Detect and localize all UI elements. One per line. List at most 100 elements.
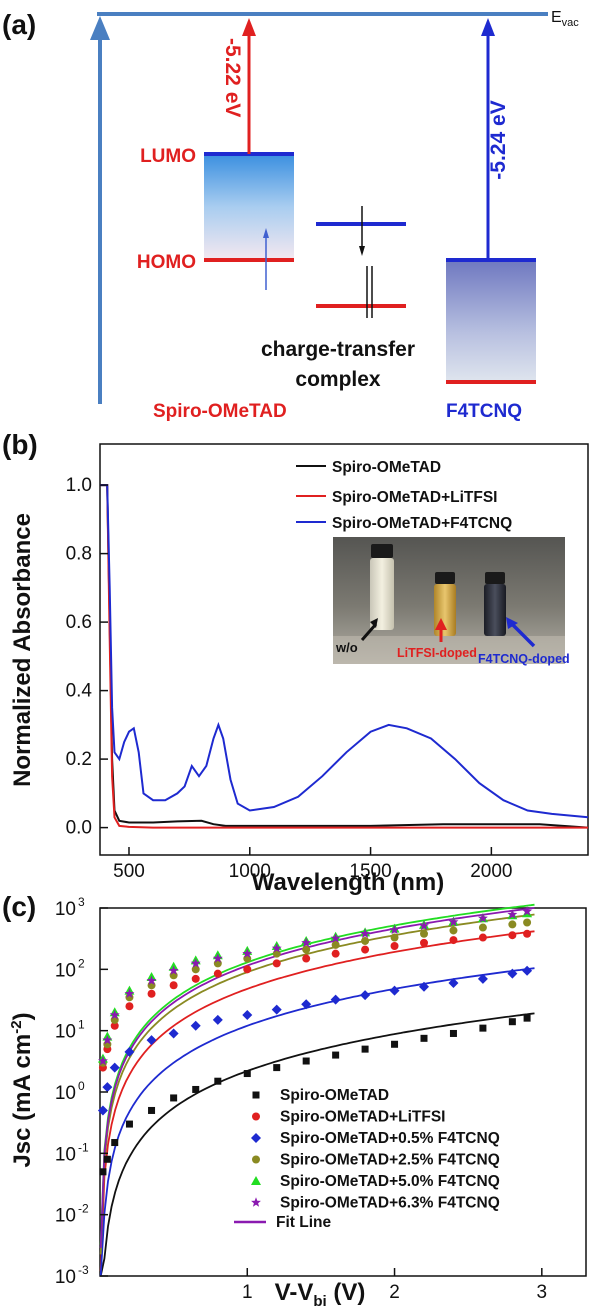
panel-c-series-group: [97, 906, 533, 1176]
panel-c-point-5-9: [271, 943, 282, 953]
panel-c-point-0-1: [103, 1155, 111, 1163]
panel-b-ylabel: Normalized Absorbance: [9, 513, 36, 787]
panel-c-point-3-16: [478, 923, 487, 932]
ct-spin-down-head: [359, 246, 365, 256]
panel-c-point-3-10: [302, 945, 311, 954]
panel-c-point-2-5: [168, 1028, 179, 1039]
panel-c-point-2-9: [271, 1004, 282, 1015]
panel-c-point-3-13: [390, 933, 399, 942]
panel-c-point-1-11: [331, 949, 340, 958]
panel-c-point-5-11: [330, 933, 341, 943]
spiro-energy-arrowhead: [242, 18, 256, 36]
legend-b-label-0: Spiro-OMeTAD: [332, 459, 441, 476]
panel-c-ytick-label-6: 10: [55, 899, 76, 920]
evac-label: Evac: [551, 9, 579, 29]
legend-c-label-0: Spiro-OMeTAD: [280, 1087, 389, 1104]
panel-c-point-5-6: [190, 958, 201, 968]
panel-c-series-5: [98, 906, 532, 1066]
panel-c-point-5-16: [478, 913, 488, 923]
panel-c-ylabel: Jsc (mA cm-2): [8, 1012, 36, 1167]
panel-c-point-3-12: [361, 936, 370, 945]
panel-c-point-0-4: [148, 1106, 156, 1114]
panel-c-point-0-8: [243, 1070, 251, 1078]
panel-c-point-0-15: [449, 1029, 457, 1037]
f4tcnq-energy-label: -5.24 eV: [487, 100, 510, 179]
panel-c-point-1-10: [302, 954, 311, 963]
legend-c-label-3: Spiro-OMeTAD+2.5% F4TCNQ: [280, 1152, 500, 1169]
panel-b-ytick-label-4: 0.8: [66, 544, 92, 565]
legend-b-label-1: Spiro-OMeTAD+LiTFSI: [332, 489, 497, 506]
panel-c-point-5-8: [242, 948, 253, 958]
panel-c-series-2: [97, 965, 533, 1116]
panel-c-point-2-1: [102, 1082, 113, 1093]
panel-c-point-2-11: [330, 994, 341, 1005]
f4tcnq-energy-arrowhead: [481, 18, 495, 36]
spiro-name: Spiro-OMeTAD: [153, 401, 287, 422]
panel-c-point-5-10: [301, 937, 312, 948]
panel-c-point-1-3: [125, 1002, 134, 1011]
panel-c-ytick-exp-6: 3: [78, 895, 85, 909]
panel-c-point-5-13: [389, 924, 400, 935]
panel-c-series-4: [97, 908, 533, 1063]
panel-a-label: (a): [2, 9, 36, 40]
panel-c-point-1-13: [390, 942, 399, 951]
panel-c-label: (c): [2, 891, 36, 922]
panel-c-series-1: [98, 929, 532, 1072]
panel-c-point-1-4: [147, 989, 156, 998]
panel-c-ytick-label-5: 10: [55, 960, 76, 981]
inset-arrow-f4: [508, 620, 536, 648]
panel-c-point-1-18: [523, 929, 532, 938]
panel-c-point-2-10: [301, 999, 312, 1010]
panel-c-point-0-6: [192, 1085, 200, 1093]
panel-c-fit-3: [99, 913, 535, 1255]
panel-b-label: (b): [2, 429, 38, 460]
vial-3-body: [484, 584, 506, 636]
panel-c-ytick-label-4: 10: [55, 1022, 76, 1043]
panel-c-point-3-14: [420, 929, 428, 938]
panel-c-ytick-exp-1: -2: [78, 1202, 89, 1216]
panel-b-xlabel: Wavelength (nm): [252, 869, 444, 896]
panel-c-point-5-12: [360, 928, 370, 938]
legend-c-marker-2: [251, 1133, 261, 1143]
panel-c-point-1-15: [449, 936, 458, 945]
panel-b-xtick-label-2: 1500: [349, 861, 391, 882]
panel-c-point-5-2: [109, 1009, 120, 1020]
panel-c-point-5-5: [168, 965, 179, 975]
panel-c-ytick-label-3: 10: [55, 1083, 76, 1104]
panel-c-fit-lines: [99, 903, 535, 1277]
panel-c-point-2-12: [360, 990, 371, 1001]
legend-c-label-1: Spiro-OMeTAD+LiTFSI: [280, 1109, 445, 1126]
panel-c-xtick-label-2: 3: [537, 1282, 548, 1303]
panel-c-point-2-3: [124, 1046, 135, 1057]
panel-c-point-3-17: [508, 920, 517, 929]
panel-c-point-3-11: [331, 940, 340, 949]
panel-c-point-0-13: [391, 1040, 399, 1048]
inset-f4-label: F4TCNQ-doped: [478, 652, 570, 666]
panel-c-point-1-16: [478, 933, 487, 942]
panel-c-point-2-14: [419, 981, 429, 992]
panel-c-point-0-11: [332, 1051, 340, 1059]
panel-c-point-0-14: [420, 1034, 428, 1042]
panel-c-point-5-18: [522, 906, 532, 916]
panel-c-point-0-3: [125, 1120, 133, 1128]
panel-c-ytick-label-0: 10: [55, 1267, 76, 1288]
panel-c-ytick-exp-0: -3: [78, 1263, 89, 1277]
panel-c-point-2-6: [190, 1020, 201, 1031]
panel-c-ytick-exp-2: -1: [78, 1140, 89, 1154]
panel-b-ytick-label-1: 0.2: [66, 749, 92, 770]
panel-c-legend: Spiro-OMeTAD Spiro-OMeTAD+LiTFSI Spiro-OMe…: [234, 1087, 500, 1231]
panel-c-point-2-0: [97, 1105, 108, 1116]
energy-axis-arrowhead: [90, 16, 110, 40]
panel-c-point-0-12: [361, 1045, 369, 1053]
panel-c-point-1-9: [272, 959, 281, 968]
panel-c-point-3-6: [191, 965, 200, 974]
panel-c-point-5-17: [507, 909, 518, 919]
panel-b-ytick-label-2: 0.4: [66, 681, 93, 702]
f4tcnq-name: F4TCNQ: [446, 401, 522, 422]
panel-c-point-5-14: [419, 920, 429, 931]
panel-c-point-2-8: [242, 1010, 253, 1021]
legend-c-label-2: Spiro-OMeTAD+0.5% F4TCNQ: [280, 1130, 500, 1147]
